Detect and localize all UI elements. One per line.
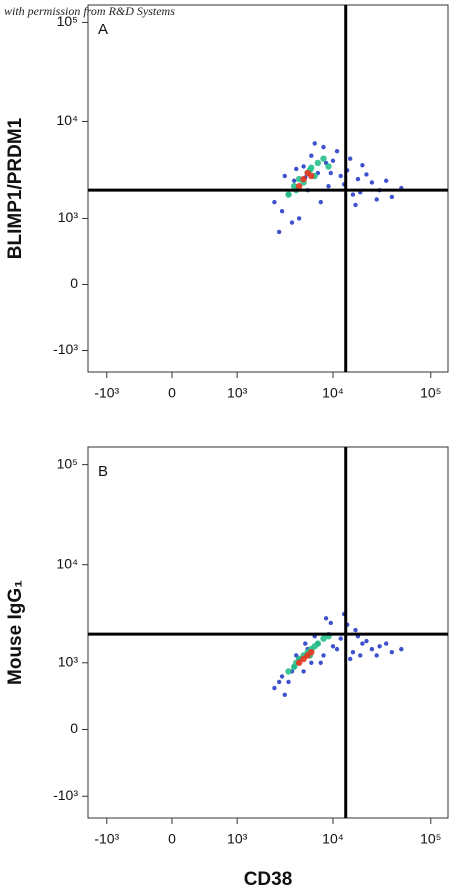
event-point [318,660,323,665]
event-point [320,155,327,162]
event-point [296,216,302,221]
y-tick-label: -10³ [53,787,78,803]
x-tick-label: 10⁴ [322,831,344,847]
event-point [364,172,369,177]
event-point [350,192,356,197]
event-point [355,176,361,182]
event-point [338,173,343,179]
event-point [374,197,379,202]
y-tick-label: 10⁵ [57,455,78,471]
event-point [350,649,356,655]
y-tick-label: 0 [70,720,78,736]
event-point [323,616,329,621]
x-tick-label: 10⁵ [420,831,441,847]
event-point [326,183,331,189]
plot-frame [87,446,449,819]
event-point [347,656,353,662]
event-point [279,209,285,214]
event-point [321,653,326,658]
event-point [321,144,326,150]
event-point [318,199,323,205]
event-point [309,153,314,158]
event-point [399,646,404,652]
event-point [353,627,358,633]
event-point [312,141,317,146]
event-point [328,620,334,626]
x-tick-label: -10³ [94,385,119,401]
event-point [330,644,336,649]
event-point [286,679,291,685]
y-tick-label: -10³ [53,341,78,357]
event-point [279,674,285,679]
event-point [334,646,340,652]
y-axis-title: Mouse IgG₁ [5,580,26,685]
event-point [276,229,282,235]
event-point [383,641,389,646]
x-tick-label: 10³ [227,385,248,401]
event-point [285,668,292,675]
event-point [369,646,375,652]
y-axis-title: BLIMP1/PRDM1 [5,117,26,259]
event-point [295,182,303,190]
y-tick-label: 10⁴ [56,555,78,571]
event-point [314,159,322,167]
event-point [377,644,382,649]
event-point [291,178,297,183]
event-point [369,180,375,185]
event-point [309,660,314,665]
x-tick-label: 0 [168,831,176,847]
event-point [285,191,292,198]
event-point [364,638,369,644]
event-point [301,669,306,674]
event-point [303,641,308,646]
y-tick-label: 10⁵ [57,13,78,29]
event-point [282,173,287,179]
y-tick-label: 10³ [58,209,79,225]
event-point [338,636,343,641]
x-axis-title: CD38 [244,869,293,890]
event-point [282,692,287,698]
event-point [308,648,315,656]
panel-label: B [98,463,108,480]
x-tick-label: -10³ [94,831,119,847]
event-point [272,685,277,691]
y-tick-label: 0 [70,275,78,291]
event-point [353,202,358,208]
event-point [360,163,365,168]
event-point [328,170,334,176]
event-point [308,172,315,180]
event-point [389,649,395,655]
x-tick-label: 10⁵ [420,385,441,401]
credit: with permission from R&D Systems [4,4,175,18]
x-tick-label: 0 [168,385,176,401]
y-tick-label: 10⁴ [56,112,78,128]
x-tick-label: 10³ [227,831,248,847]
event-point [347,156,353,161]
y-tick-label: 10³ [58,653,79,669]
event-point [360,641,365,646]
event-point [276,679,282,685]
event-point [358,653,363,658]
event-point [330,158,336,163]
x-tick-label: 10⁴ [322,385,344,401]
event-point [295,175,303,183]
event-point [272,199,277,205]
event-point [314,640,322,647]
event-point [334,148,340,154]
plot-frame [87,4,449,373]
panel-label: A [98,21,108,38]
event-point [300,175,307,183]
event-point [389,194,395,200]
event-point [374,653,379,658]
event-point [295,659,303,666]
event-point [289,220,295,225]
event-point [325,163,332,170]
event-point [320,635,327,642]
event-point [383,178,389,183]
event-point [294,166,299,172]
event-point [301,164,306,169]
